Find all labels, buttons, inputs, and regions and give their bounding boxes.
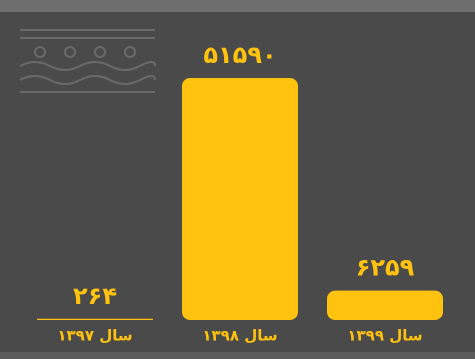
value-label: ۶۲۵۹ [356, 254, 415, 282]
bottom-strip [0, 352, 475, 359]
value-label: ۲۶۴ [73, 282, 117, 310]
bar [37, 318, 153, 320]
top-strip [0, 0, 475, 12]
x-tick-label: سال ۱۳۹۸ [202, 327, 277, 345]
x-tick-label: سال ۱۳۹۹ [347, 327, 422, 345]
bar [182, 78, 298, 320]
value-label: ۵۱۵۹۰ [203, 41, 276, 69]
water-icon [19, 29, 156, 93]
x-tick-label: سال ۱۳۹۷ [57, 327, 132, 345]
bar [327, 290, 443, 320]
